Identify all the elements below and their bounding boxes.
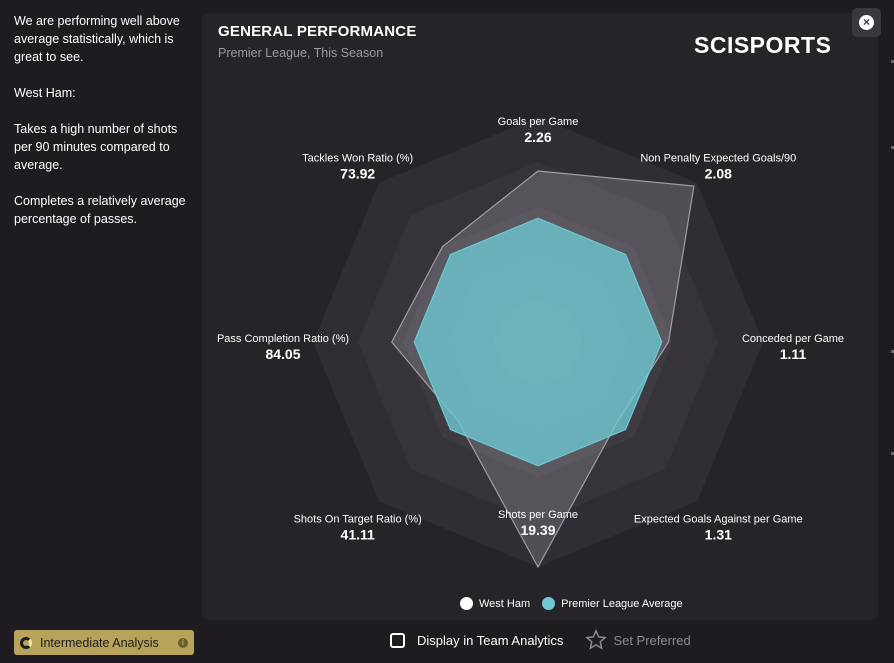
axis-value: 2.08 bbox=[705, 166, 732, 182]
edge-marker bbox=[891, 350, 894, 353]
analysis-level-label: Intermediate Analysis bbox=[40, 635, 159, 650]
axis-value: 73.92 bbox=[340, 166, 375, 182]
edge-marker bbox=[891, 146, 894, 149]
axis-value: 41.11 bbox=[341, 526, 375, 542]
summary-paragraph: West Ham: bbox=[14, 86, 76, 100]
axis-label: Pass Completion Ratio (%) bbox=[217, 333, 349, 345]
summary-paragraph: Takes a high number of shots per 90 minu… bbox=[14, 122, 178, 172]
chart-legend: West Ham Premier League Average bbox=[460, 597, 695, 610]
axis-value: 1.31 bbox=[705, 526, 732, 542]
axis-value: 19.39 bbox=[520, 522, 555, 538]
general-performance-panel: GENERAL PERFORMANCE Premier League, This… bbox=[202, 13, 878, 620]
star-icon bbox=[585, 629, 608, 650]
set-preferred-button[interactable]: Set Preferred bbox=[585, 629, 691, 651]
bottom-controls: Display in Team Analytics Set Preferred bbox=[390, 629, 691, 651]
summary-paragraph: We are performing well above average sta… bbox=[14, 14, 180, 64]
panel-subtitle: Premier League, This Season bbox=[218, 46, 384, 60]
radar-series bbox=[391, 170, 695, 569]
legend-label-average: Premier League Average bbox=[561, 597, 683, 610]
legend-item-team: West Ham bbox=[460, 597, 530, 610]
axis-value: 1.11 bbox=[780, 346, 807, 362]
series-premier-league-average bbox=[413, 217, 663, 467]
axis-label: Goals per Game bbox=[498, 116, 579, 128]
edge-marker bbox=[891, 60, 894, 63]
legend-label-team: West Ham bbox=[479, 597, 531, 610]
display-in-team-analytics-label[interactable]: Display in Team Analytics bbox=[417, 632, 564, 648]
axis-value: 2.26 bbox=[524, 129, 551, 145]
set-preferred-label: Set Preferred bbox=[613, 632, 691, 648]
display-in-team-analytics-checkbox[interactable] bbox=[390, 632, 405, 648]
legend-swatch-average bbox=[542, 597, 556, 610]
panel-title: GENERAL PERFORMANCE bbox=[218, 23, 417, 40]
intermediate-analysis-badge[interactable]: Intermediate Analysis i bbox=[14, 630, 194, 655]
axis-label: Expected Goals Against per Game bbox=[634, 513, 803, 525]
edge-marker bbox=[891, 452, 894, 455]
legend-swatch-team bbox=[460, 597, 473, 610]
analysis-summary: We are performing well above average sta… bbox=[14, 12, 194, 246]
axis-label: Conceded per Game bbox=[742, 333, 844, 345]
legend-item-average: Premier League Average bbox=[542, 597, 683, 610]
axis-value: 84.05 bbox=[265, 346, 300, 362]
summary-paragraph: Completes a relatively average percentag… bbox=[14, 194, 186, 226]
progress-ring-icon bbox=[20, 636, 32, 649]
axis-label: Shots On Target Ratio (%) bbox=[294, 513, 422, 525]
axis-label: Shots per Game bbox=[498, 509, 578, 521]
scisports-logo: SCISPORTS bbox=[694, 32, 832, 58]
close-button[interactable]: × bbox=[852, 8, 881, 37]
axis-label: Non Penalty Expected Goals/90 bbox=[640, 153, 796, 165]
info-icon[interactable]: i bbox=[178, 637, 188, 648]
close-icon: × bbox=[859, 15, 874, 30]
axis-label: Tackles Won Ratio (%) bbox=[302, 153, 413, 165]
